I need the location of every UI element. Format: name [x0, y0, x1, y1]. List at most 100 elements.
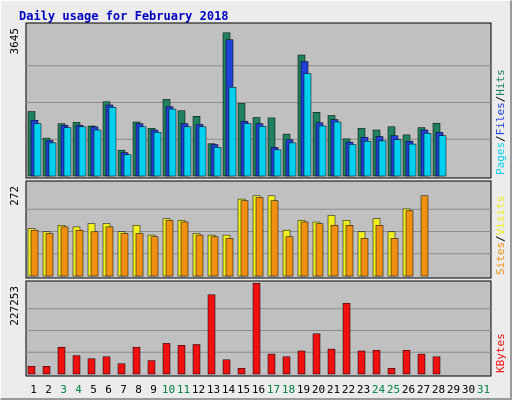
panel-bottom-kbytes-bar [312, 333, 321, 375]
legend-visits: Visits [494, 196, 507, 236]
x-tick-label: 3 [60, 383, 67, 396]
panel-top-pages-bar [183, 126, 192, 177]
panel-top-pages-bar [63, 127, 72, 177]
panel-middle-sites-bar [105, 226, 114, 277]
legend-sites: Sites [494, 242, 507, 275]
panel-bottom-kbytes-bar [417, 353, 426, 375]
panel-top-pages-bar [333, 121, 342, 177]
x-tick-label: 5 [90, 383, 97, 396]
panel-bottom-kbytes-bar [177, 345, 186, 375]
legend-separator: / [494, 235, 507, 242]
panel-middle-sites-bar [150, 236, 159, 277]
panel-bottom-kbytes-bar [147, 360, 156, 375]
x-tick-label: 29 [447, 383, 460, 396]
x-tick-label: 11 [177, 383, 190, 396]
panel-top-pages-bar [318, 125, 327, 177]
x-tick-label: 24 [372, 383, 386, 396]
x-tick-label: 31 [477, 383, 490, 396]
panel-top-pages-bar [363, 141, 372, 177]
x-tick-label: 8 [135, 383, 142, 396]
panel-middle-sites-bar [135, 233, 144, 277]
panel-top-pages-bar [78, 126, 87, 177]
panel-top-pages-bar [168, 108, 177, 177]
x-tick-label: 6 [105, 383, 112, 396]
x-tick-label: 7 [120, 383, 127, 396]
panel-middle-sites-bar [375, 225, 384, 277]
x-tick-label: 14 [222, 383, 236, 396]
panel-bottom-kbytes-bar [192, 344, 201, 375]
panel-bottom-kbytes-bar [252, 283, 261, 375]
x-tick-label: 10 [162, 383, 175, 396]
x-tick-label: 30 [462, 383, 475, 396]
panel-middle-sites-bar [210, 236, 219, 277]
panel-top-pages-bar [243, 123, 252, 177]
panel-middle-sites-bar [270, 200, 279, 277]
x-tick-label: 15 [237, 383, 250, 396]
panel-top-pages-bar [93, 129, 102, 177]
panel-top-pages-bar [138, 126, 147, 177]
panel-middle-sites-bar [405, 210, 414, 277]
x-tick-label: 2 [45, 383, 52, 396]
panel-top-pages-bar [153, 132, 162, 177]
panel-bottom-max-label: 227253 [8, 286, 21, 326]
panel-top-pages-bar [228, 87, 237, 177]
legend-pages: Pages [494, 142, 507, 175]
panel-top-pages-bar [408, 143, 417, 177]
x-tick-label: 22 [342, 383, 355, 396]
panel-bottom-kbytes-bar [402, 350, 411, 375]
panel-bottom-kbytes-bar [267, 353, 276, 375]
panel-bottom-kbytes-bar [117, 363, 126, 375]
x-tick-label: 26 [402, 383, 415, 396]
panel-middle-sites-bar [285, 236, 294, 277]
panel-top-pages-bar [423, 133, 432, 177]
panel-middle-sites-bar [180, 221, 189, 277]
x-tick-label: 1 [30, 383, 37, 396]
panel-bottom-kbytes-bar [102, 356, 111, 375]
legend-hits: Hits [494, 69, 507, 96]
chart-title: Daily usage for February 2018 [19, 9, 229, 23]
panel-middle-sites-bar [240, 200, 249, 277]
panel-middle-sites-bar [30, 229, 39, 277]
panel-top-pages-bar [108, 107, 117, 177]
panel-bottom-kbytes-bar [27, 366, 36, 375]
panel-bottom-kbytes-bar [297, 350, 306, 375]
panel-top-pages-bar [438, 135, 447, 177]
panel-bottom-kbytes-bar [387, 368, 396, 375]
panel-middle-sites-bar [360, 238, 369, 277]
panel-top-pages-bar [213, 147, 222, 177]
panel-bottom-kbytes-bar [357, 350, 366, 375]
x-tick-label: 16 [252, 383, 265, 396]
panel-top-pages-bar [258, 126, 267, 177]
panel-top-pages-bar [303, 73, 312, 177]
x-tick-label: 12 [192, 383, 205, 396]
panel-bottom-kbytes-bar [342, 302, 351, 375]
panel-middle-sites-bar [300, 221, 309, 277]
panel-top-pages-bar [33, 123, 42, 177]
legend-files: Files [494, 102, 507, 135]
panel-middle-sites-bar [345, 225, 354, 277]
x-tick-label: 19 [297, 383, 310, 396]
panel-middle-sites-bar [165, 220, 174, 277]
panel-middle-sites-bar [45, 233, 54, 277]
panel-bottom-kbytes-bar [237, 368, 246, 375]
panel-middle-sites-bar [315, 223, 324, 277]
panel-top-pages-bar [273, 149, 282, 177]
panel-middle-sites-bar [120, 233, 129, 277]
panel-bottom-kbytes-bar [282, 356, 291, 375]
x-tick-label: 4 [75, 383, 82, 396]
panel-middle-sites-bar [390, 238, 399, 277]
panel-bottom-kbytes-bar [327, 348, 336, 375]
panel-middle-sites-bar [255, 197, 264, 277]
panel-middle-sites-bar [75, 229, 84, 277]
legend-separator: / [494, 96, 507, 103]
panel-bottom-kbytes-bar [222, 359, 231, 375]
x-tick-label: 20 [312, 383, 325, 396]
panel-bottom-kbytes-bar [87, 358, 96, 375]
legend-kbytes: KBytes [494, 333, 507, 373]
panel-bottom-kbytes-bar [162, 343, 171, 375]
panel-middle-sites-bar [225, 238, 234, 277]
panel-top-pages-bar [48, 142, 57, 177]
panel-middle-sites-bar [195, 234, 204, 277]
